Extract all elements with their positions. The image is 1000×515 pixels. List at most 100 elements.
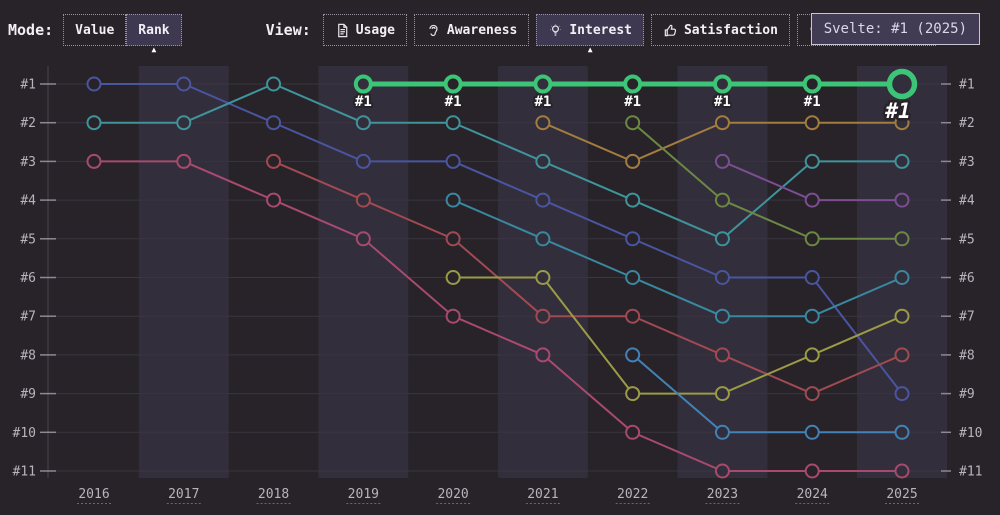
series-point-series-rose-2024[interactable] — [804, 463, 820, 479]
series-point-series-teal-2019[interactable] — [355, 115, 371, 131]
series-point-Svelte-2019[interactable] — [353, 74, 373, 94]
series-point-series-teal-2018[interactable] — [266, 76, 282, 92]
series-point-series-rose-2018[interactable] — [266, 192, 282, 208]
year-label-2022[interactable]: 2022 — [617, 487, 648, 502]
series-point-series-moss-2024[interactable] — [804, 231, 820, 247]
series-point-Svelte-2025[interactable] — [886, 68, 918, 100]
document-icon — [335, 23, 350, 38]
highlight-rank-label-2023: #1 — [714, 94, 731, 110]
series-point-series-cyan-2022[interactable] — [625, 270, 641, 285]
mode-button-rank[interactable]: Rank ▲ — [126, 14, 182, 54]
year-label-2016[interactable]: 2016 — [78, 487, 109, 502]
series-point-series-olive-2020[interactable] — [445, 270, 461, 285]
series-point-series-purple-2025[interactable] — [894, 192, 910, 208]
year-label-2025[interactable]: 2025 — [886, 487, 917, 502]
series-point-series-olive-2021[interactable] — [535, 270, 551, 285]
highlight-rank-label-2021: #1 — [534, 94, 551, 110]
series-point-series-rose-2022[interactable] — [625, 424, 641, 440]
series-point-series-rose-2021[interactable] — [535, 347, 551, 363]
series-point-series-blue-2024[interactable] — [804, 270, 820, 285]
series-point-series-brick-2021[interactable] — [535, 308, 551, 324]
series-point-series-blue-2025[interactable] — [894, 386, 910, 402]
series-point-series-cyan-2024[interactable] — [804, 308, 820, 324]
series-point-series-blue-2020[interactable] — [445, 153, 461, 169]
year-label-2018[interactable]: 2018 — [258, 487, 289, 502]
series-point-series-rose-2020[interactable] — [445, 308, 461, 324]
series-point-series-brick-2019[interactable] — [355, 192, 371, 208]
series-point-series-rose-2017[interactable] — [176, 153, 192, 169]
series-point-series-blue-2016[interactable] — [86, 76, 102, 92]
year-label-2023[interactable]: 2023 — [707, 487, 738, 502]
series-point-series-blue-2023[interactable] — [714, 270, 730, 285]
series-point-series-blue-2019[interactable] — [355, 153, 371, 169]
series-point-series-gold-2022[interactable] — [625, 153, 641, 169]
series-point-series-rose-2025[interactable] — [894, 463, 910, 479]
series-point-series-cyan-2020[interactable] — [445, 192, 461, 208]
series-point-series-teal-2016[interactable] — [86, 115, 102, 131]
highlight-rank-label-2020: #1 — [445, 94, 462, 110]
series-point-series-teal-2023[interactable] — [714, 231, 730, 247]
series-point-series-gold-2021[interactable] — [535, 115, 551, 131]
series-point-series-rose-2019[interactable] — [355, 231, 371, 247]
mode-button-value[interactable]: Value — [63, 14, 127, 46]
series-point-series-steel-2024[interactable] — [804, 424, 820, 440]
year-label-2024[interactable]: 2024 — [797, 487, 828, 502]
series-point-series-moss-2023[interactable] — [714, 192, 730, 208]
series-point-series-purple-2024[interactable] — [804, 192, 820, 208]
series-point-series-gold-2023[interactable] — [714, 115, 730, 131]
series-point-series-steel-2025[interactable] — [894, 424, 910, 440]
series-point-Svelte-2024[interactable] — [802, 74, 822, 94]
view-button-awareness[interactable]: Awareness — [413, 14, 530, 46]
series-point-series-gold-2025[interactable] — [894, 115, 910, 131]
series-point-series-purple-2023[interactable] — [714, 153, 730, 169]
right-rank-label-3: #3 — [959, 155, 975, 170]
series-point-series-brick-2018[interactable] — [266, 153, 282, 169]
right-rank-label-6: #6 — [959, 271, 975, 286]
series-point-series-teal-2017[interactable] — [176, 115, 192, 131]
series-point-series-teal-2025[interactable] — [894, 153, 910, 169]
view-button-label: Awareness — [446, 22, 518, 38]
series-point-series-teal-2022[interactable] — [625, 192, 641, 208]
series-point-series-olive-2024[interactable] — [804, 347, 820, 363]
series-point-series-brick-2022[interactable] — [625, 308, 641, 324]
series-point-series-brick-2025[interactable] — [894, 347, 910, 363]
year-label-2017[interactable]: 2017 — [168, 487, 199, 502]
series-point-Svelte-2023[interactable] — [712, 74, 732, 94]
series-point-series-cyan-2025[interactable] — [894, 270, 910, 285]
year-label-2019[interactable]: 2019 — [348, 487, 379, 502]
series-point-series-teal-2024[interactable] — [804, 153, 820, 169]
series-point-series-moss-2025[interactable] — [894, 231, 910, 247]
series-point-series-olive-2023[interactable] — [714, 386, 730, 402]
series-point-series-blue-2022[interactable] — [625, 231, 641, 247]
series-point-series-gold-2024[interactable] — [804, 115, 820, 131]
view-button-usage[interactable]: Usage — [322, 14, 407, 46]
thumbs-up-icon — [663, 23, 678, 38]
series-point-series-teal-2021[interactable] — [535, 153, 551, 169]
year-label-2020[interactable]: 2020 — [437, 487, 468, 502]
series-point-series-teal-2020[interactable] — [445, 115, 461, 131]
view-button-satisfaction[interactable]: Satisfaction — [650, 14, 790, 46]
mode-label: Mode: — [8, 21, 54, 39]
series-point-series-blue-2021[interactable] — [535, 192, 551, 208]
view-button-interest[interactable]: Interest ▲ — [536, 14, 644, 54]
mode-button-label: Value — [75, 22, 115, 38]
series-point-series-blue-2017[interactable] — [176, 76, 192, 92]
series-point-series-cyan-2023[interactable] — [714, 308, 730, 324]
series-point-series-brick-2020[interactable] — [445, 231, 461, 247]
series-point-series-moss-2022[interactable] — [625, 115, 641, 131]
series-point-series-blue-2018[interactable] — [266, 115, 282, 131]
series-point-series-brick-2024[interactable] — [804, 386, 820, 402]
series-point-Svelte-2021[interactable] — [533, 74, 553, 94]
series-point-Svelte-2020[interactable] — [443, 74, 463, 94]
series-point-series-rose-2023[interactable] — [714, 463, 730, 479]
series-point-series-olive-2025[interactable] — [894, 308, 910, 324]
year-label-2021[interactable]: 2021 — [527, 487, 558, 502]
series-point-series-brick-2023[interactable] — [714, 347, 730, 363]
series-point-series-cyan-2021[interactable] — [535, 231, 551, 247]
series-point-series-rose-2016[interactable] — [86, 153, 102, 169]
series-point-series-steel-2023[interactable] — [714, 424, 730, 440]
series-point-series-olive-2022[interactable] — [625, 386, 641, 402]
series-point-Svelte-2022[interactable] — [623, 74, 643, 94]
series-point-series-steel-2022[interactable] — [625, 347, 641, 363]
